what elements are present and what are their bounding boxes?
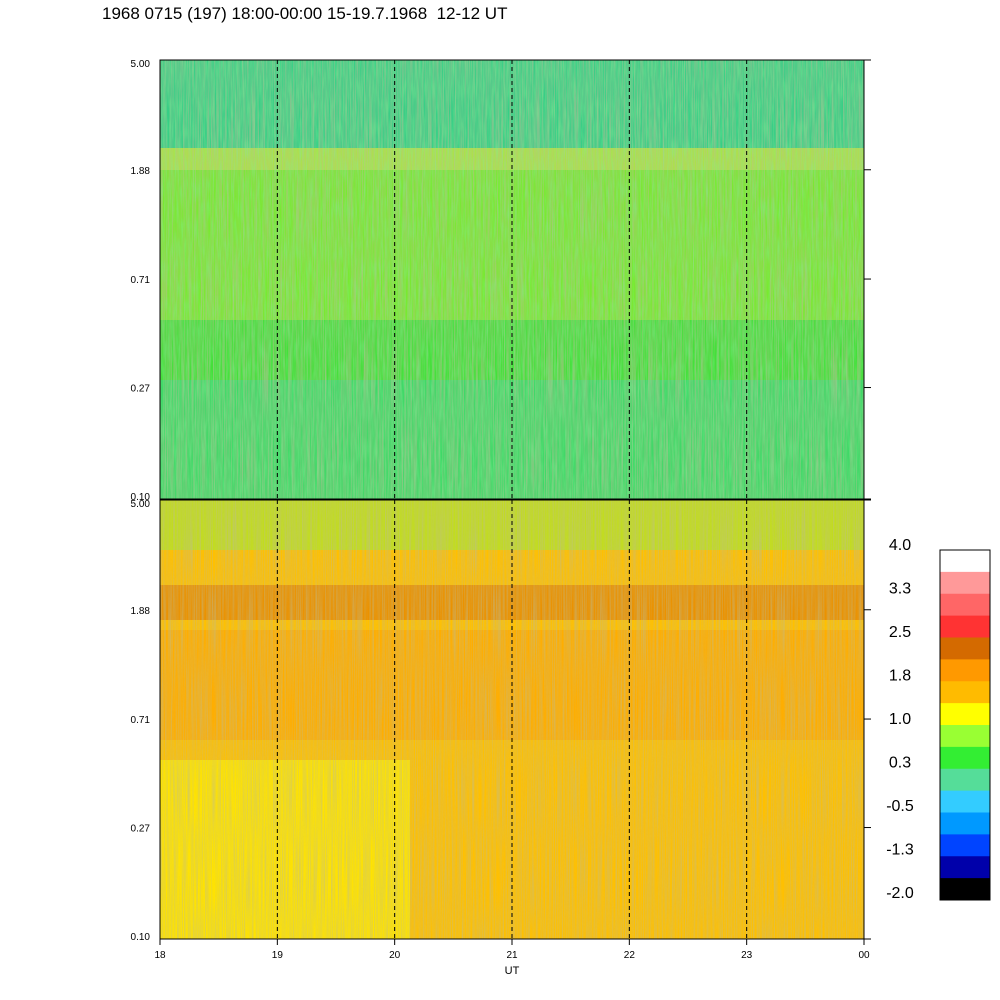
colorbar-swatch (940, 681, 990, 704)
y-tick-label: 1.88 (131, 166, 151, 177)
y-tick-labels: 5.001.880.710.270.105.001.880.710.270.10 (131, 59, 151, 943)
colorbar-label: 0.3 (889, 755, 911, 772)
colorbar-swatch (940, 856, 990, 879)
colorbar-swatch (940, 790, 990, 813)
y-tick-label: 0.27 (131, 384, 151, 395)
colorbar-label: 1.0 (889, 711, 911, 728)
x-tick-label: 21 (506, 950, 518, 961)
colorbar-swatch (940, 878, 990, 901)
colorbar-swatch (940, 550, 990, 573)
y-tick-label: 0.27 (131, 824, 151, 835)
time-markers (276, 60, 748, 939)
x-tick-label: 22 (624, 950, 636, 961)
y-tick-label: 0.10 (131, 932, 151, 943)
y-tick-label: 5.00 (131, 499, 151, 510)
colorbar-swatch (940, 746, 990, 770)
x-axis-label: UT (505, 965, 520, 977)
x-tick-label: 19 (272, 950, 284, 961)
x-tick-label: 20 (389, 950, 401, 961)
colorbar-swatch (940, 637, 990, 660)
colorbar-swatch (940, 703, 990, 726)
colorbar-swatch (940, 768, 990, 792)
colorbar-swatch (940, 615, 990, 638)
y-tick-label: 5.00 (131, 59, 151, 70)
colorbar-swatch (940, 725, 990, 748)
x-tick-label: 00 (858, 950, 870, 961)
colorbar-label: -2.0 (886, 885, 914, 902)
colorbar: 4.0 3.3 2.5 1.8 1.0 0.3 -0.5 -1.3 -2.0 (886, 537, 991, 902)
colorbar-label: 4.0 (889, 537, 911, 554)
y-tick-label: 0.71 (131, 275, 151, 286)
x-tick-labels: 18 19 20 21 22 23 00 (154, 950, 870, 961)
colorbar-frame (939, 549, 991, 901)
colorbar-swatch (940, 812, 990, 835)
colorbar-label: 1.8 (889, 668, 911, 685)
colorbar-label: 2.5 (889, 624, 911, 641)
y-tick-label: 0.10 (131, 492, 151, 503)
colorbar-swatch (940, 593, 990, 617)
y-tick-label: 1.88 (131, 606, 151, 617)
colorbar-label: -0.5 (886, 798, 914, 815)
chart-title: 1968 0715 (197) 18:00-00:00 15-19.7.1968… (102, 4, 508, 23)
colorbar-label: 3.3 (889, 581, 911, 598)
colorbar-swatch (940, 659, 990, 682)
x-tick-label: 23 (741, 950, 753, 961)
y-tick-label: 0.71 (131, 715, 151, 726)
plot-frame (159, 59, 871, 945)
colorbar-swatch (940, 834, 990, 857)
colorbar-swatch (940, 571, 990, 595)
colorbar-label: -1.3 (886, 842, 914, 859)
x-tick-label: 18 (154, 950, 166, 961)
